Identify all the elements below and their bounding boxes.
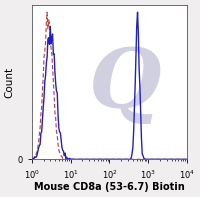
X-axis label: Mouse CD8a (53-6.7) Biotin: Mouse CD8a (53-6.7) Biotin	[34, 182, 185, 192]
Text: Q: Q	[89, 45, 161, 125]
Y-axis label: Count: Count	[5, 67, 15, 98]
